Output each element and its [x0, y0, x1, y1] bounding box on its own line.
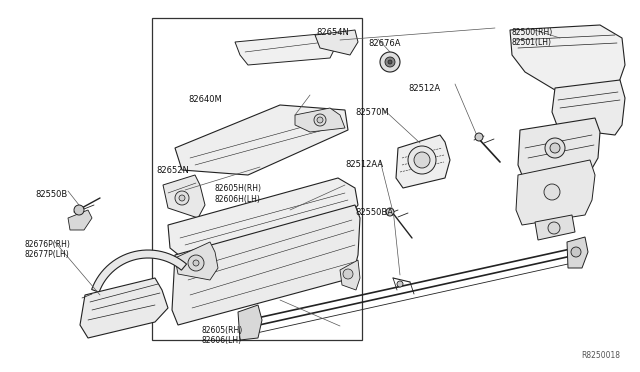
Polygon shape — [235, 34, 335, 65]
Polygon shape — [535, 215, 575, 240]
Circle shape — [475, 133, 483, 141]
Polygon shape — [510, 25, 625, 100]
Polygon shape — [340, 260, 360, 290]
Text: 82512A: 82512A — [408, 84, 440, 93]
Polygon shape — [175, 242, 218, 280]
Polygon shape — [168, 178, 358, 260]
Circle shape — [397, 281, 403, 287]
Polygon shape — [516, 160, 595, 225]
Text: 82676A: 82676A — [368, 39, 401, 48]
Polygon shape — [396, 135, 450, 188]
Circle shape — [548, 222, 560, 234]
Bar — [152, 18, 362, 340]
Circle shape — [317, 117, 323, 123]
Text: 82605H(RH)
82606H(LH): 82605H(RH) 82606H(LH) — [214, 184, 261, 203]
Polygon shape — [163, 175, 205, 218]
Text: 82500(RH)
82501(LH): 82500(RH) 82501(LH) — [512, 28, 553, 47]
Text: 82550BA: 82550BA — [355, 208, 393, 217]
Circle shape — [545, 138, 565, 158]
Circle shape — [343, 269, 353, 279]
Polygon shape — [295, 108, 345, 132]
Text: 82570M: 82570M — [355, 108, 389, 117]
Polygon shape — [518, 118, 600, 180]
Circle shape — [74, 205, 84, 215]
Text: 82512AA: 82512AA — [346, 160, 384, 169]
Circle shape — [385, 57, 395, 67]
Polygon shape — [175, 105, 348, 175]
Circle shape — [380, 52, 400, 72]
Polygon shape — [80, 278, 168, 338]
Text: 82676P(RH)
82677P(LH): 82676P(RH) 82677P(LH) — [24, 240, 70, 259]
Polygon shape — [172, 205, 360, 325]
Text: 82652N: 82652N — [157, 166, 189, 174]
Circle shape — [544, 184, 560, 200]
Circle shape — [179, 195, 185, 201]
Polygon shape — [315, 30, 358, 55]
Polygon shape — [238, 305, 262, 340]
Text: 82654N: 82654N — [317, 28, 349, 37]
Circle shape — [386, 208, 394, 216]
Circle shape — [414, 152, 430, 168]
Polygon shape — [68, 210, 92, 230]
Polygon shape — [567, 237, 588, 268]
Circle shape — [408, 146, 436, 174]
Text: 82550B: 82550B — [35, 190, 67, 199]
Circle shape — [388, 60, 392, 64]
Circle shape — [571, 247, 581, 257]
Polygon shape — [92, 250, 187, 292]
Circle shape — [550, 143, 560, 153]
Text: 82605(RH)
82606(LH): 82605(RH) 82606(LH) — [202, 326, 243, 345]
Polygon shape — [552, 80, 625, 135]
Circle shape — [175, 191, 189, 205]
Text: 82640M: 82640M — [189, 95, 223, 104]
Text: R8250018: R8250018 — [581, 351, 620, 360]
Circle shape — [193, 260, 199, 266]
Circle shape — [314, 114, 326, 126]
Circle shape — [188, 255, 204, 271]
